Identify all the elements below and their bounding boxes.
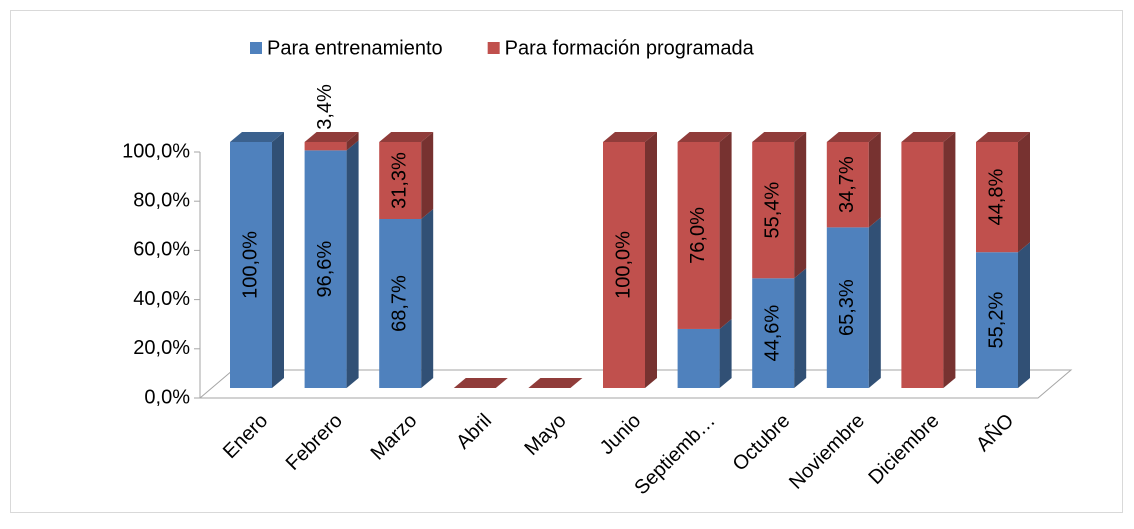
bar-top [453,378,508,388]
bar-segment [976,142,1018,253]
bar-side [1018,242,1030,388]
data-label: 55,2% [985,292,1007,349]
bar-segment [901,142,944,388]
legend-label: Para formación programada [505,37,755,59]
data-label: 44,6% [761,305,783,362]
data-label: 31,3% [388,152,410,209]
bar-side [272,132,284,388]
legend-swatch [250,42,262,54]
bar-top [230,132,284,142]
y-tick-label: 100,0% [122,140,190,162]
bar-side [346,140,359,388]
bar-top [603,132,657,142]
bar-segment [677,142,720,329]
data-label: 68,7% [388,275,410,332]
bar-segment [752,278,795,388]
data-label: 96,6% [314,241,336,298]
data-label: 44,8% [985,169,1007,226]
bar-segment [826,142,869,228]
bar-segment [826,227,869,388]
bar-segment [603,142,645,388]
bar-side [794,268,807,388]
bar-side [645,132,657,388]
bar-top [677,132,732,142]
bar-side [868,132,881,228]
bar-top [752,132,807,142]
data-label: 55,4% [761,182,783,239]
y-tick-label: 60,0% [133,239,190,261]
bar-side [719,132,732,329]
bar-segment [752,142,795,279]
data-label: 76,0% [687,207,709,264]
y-tick-label: 0,0% [144,386,190,408]
bar-segment [230,142,272,388]
bar-segment [379,142,422,219]
bar-segment [304,142,347,151]
bar-segment [677,328,720,388]
bar-segment [976,252,1018,388]
legend-swatch [487,42,500,54]
bar-side [943,132,956,388]
bar-side [1018,132,1030,253]
bar-segment [304,150,347,388]
bar-side [719,318,732,388]
bar-top [976,132,1030,142]
legend-label: Para entrenamiento [267,37,443,59]
bar-top [901,132,956,142]
y-tick-label: 40,0% [133,288,190,310]
bar-top [379,132,434,142]
bar-top [304,132,359,142]
bar-side [421,132,434,219]
bar-top [528,378,583,388]
bar-side [868,217,881,388]
bar-side [794,132,807,279]
data-label: 34,7% [836,156,858,213]
bar-side [346,132,359,151]
data-label: 65,3% [836,279,858,336]
y-tick-label: 80,0% [133,189,190,211]
data-label: 100,0% [239,231,261,299]
bar-segment [379,218,422,388]
y-tick-label: 20,0% [133,337,190,359]
data-label: 100,0% [612,231,634,299]
bar-top [826,132,881,142]
data-label: 3,4% [314,84,336,130]
bar-side [421,208,434,388]
chart-frame [10,10,1123,513]
